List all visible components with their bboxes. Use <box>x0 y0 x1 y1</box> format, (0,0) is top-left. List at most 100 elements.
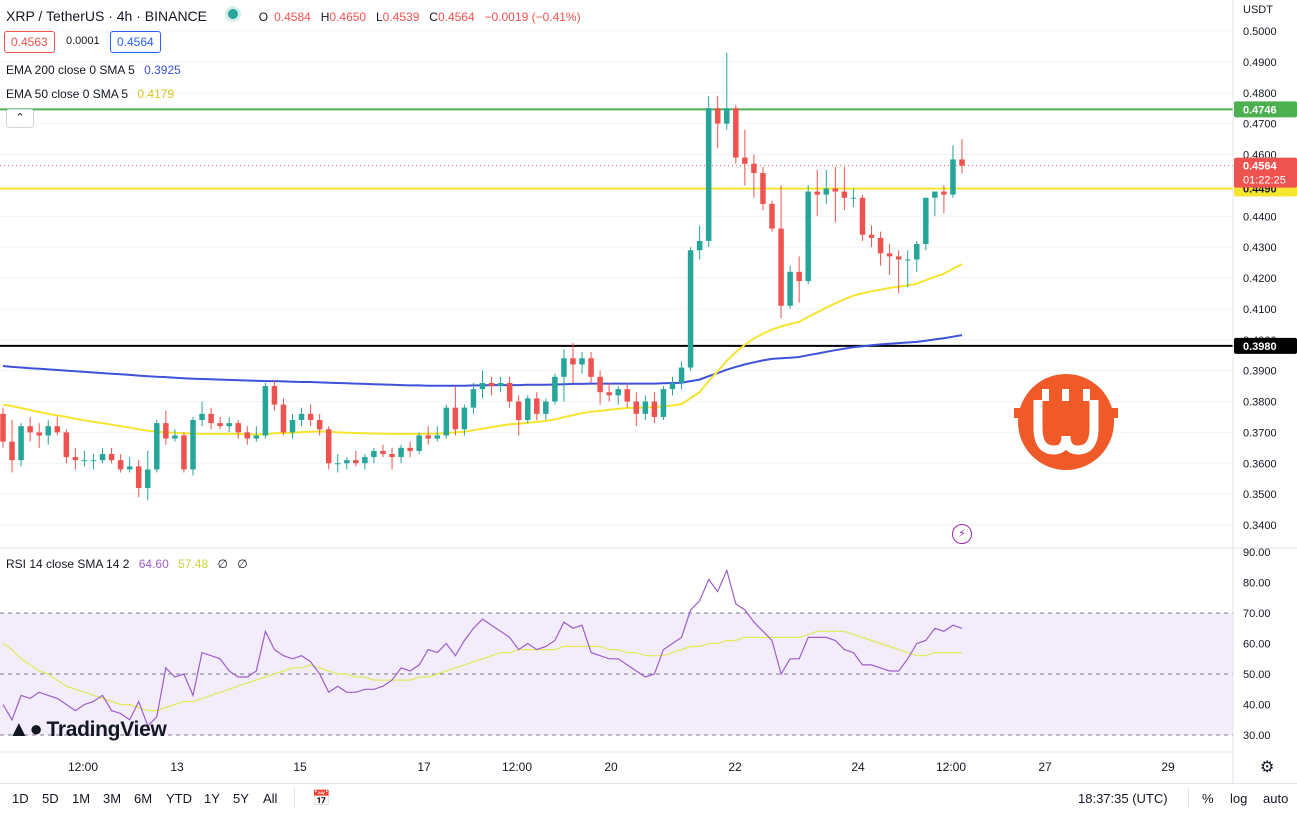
candle-body <box>959 159 965 166</box>
candle-body <box>398 447 404 458</box>
candle-body <box>561 358 567 377</box>
candle-body <box>696 240 703 251</box>
candle <box>461 404 468 436</box>
candle <box>823 169 830 204</box>
market-status-dot[interactable] <box>224 6 241 22</box>
range-5d-button[interactable]: 5D <box>42 791 59 806</box>
price-tick-label: 0.3400 <box>1243 520 1277 532</box>
candle <box>271 379 278 411</box>
utc-clock[interactable]: 18:37:35 (UTC) <box>1078 791 1168 806</box>
range-1y-button[interactable]: 1Y <box>204 791 220 806</box>
low-label: L <box>375 10 383 24</box>
rsi-extra-1: ∅ <box>217 557 228 571</box>
log-toggle[interactable]: log <box>1230 791 1248 806</box>
lightning-icon[interactable]: ⚡ <box>952 524 972 544</box>
candle-body <box>850 197 857 199</box>
ema200-legend[interactable]: EMA 200 close 0 SMA 5 0.3925 <box>6 63 187 77</box>
candle <box>452 386 459 436</box>
symbol-title[interactable]: XRP / TetherUS · 4h · BINANCE <box>6 8 207 24</box>
range-1d-button[interactable]: 1D <box>12 791 29 806</box>
candle <box>190 416 196 476</box>
time-tick-label: 15 <box>293 760 307 774</box>
range-6m-button[interactable]: 6M <box>134 791 153 806</box>
rsi-tick-label: 60.00 <box>1243 639 1271 651</box>
candle <box>787 265 793 309</box>
candle <box>904 250 911 288</box>
collapse-legend-button[interactable]: ⌃ <box>6 109 34 128</box>
time-tick-label: 17 <box>417 760 431 774</box>
candle-body <box>841 191 848 198</box>
candle-body <box>208 413 214 424</box>
candle-body <box>416 435 422 451</box>
candle-body <box>117 460 124 470</box>
rsi-pane <box>0 612 1233 736</box>
candle-body <box>923 197 929 245</box>
candle <box>90 453 97 470</box>
buy-price-box[interactable]: 0.4564 <box>110 31 161 53</box>
chart-canvas[interactable]: 0.50000.49000.48000.47000.46000.45000.44… <box>0 0 1297 783</box>
candle <box>705 95 712 248</box>
candle <box>362 453 368 470</box>
candle-body <box>135 466 142 488</box>
bottom-toolbar: 1D 5D 1M 3M 6M YTD 1Y 5Y All 📅 18:37:35 … <box>0 783 1297 814</box>
candle-body <box>552 376 558 402</box>
candle <box>289 413 296 439</box>
range-all-button[interactable]: All <box>263 791 278 806</box>
rsi-legend[interactable]: RSI 14 close SMA 14 2 64.60 57.48 ∅ ∅ <box>6 557 254 571</box>
time-tick-label: 27 <box>1038 760 1052 774</box>
ema50-legend[interactable]: EMA 50 close 0 SMA 5 0.4179 <box>6 87 180 101</box>
price-grid <box>0 30 1233 526</box>
candle <box>506 376 513 408</box>
candle <box>0 407 6 448</box>
candle-body <box>45 426 51 436</box>
candle-body <box>796 271 802 282</box>
candle-body <box>280 404 287 433</box>
range-1m-button[interactable]: 1M <box>72 791 91 806</box>
range-3m-button[interactable]: 3M <box>103 791 122 806</box>
candle <box>298 407 305 427</box>
range-ytd-button[interactable]: YTD <box>166 791 192 806</box>
rsi-sma-line <box>2 630 962 712</box>
range-5y-button[interactable]: 5Y <box>233 791 249 806</box>
candle-body <box>262 386 269 436</box>
candle <box>54 416 61 436</box>
candle <box>733 105 739 164</box>
candle-body <box>90 460 97 462</box>
price-axis: 0.50000.49000.48000.47000.46000.45000.44… <box>1243 4 1277 532</box>
candle-body <box>163 423 169 439</box>
brand-name: TradingView <box>46 718 167 741</box>
go-to-date-icon[interactable]: 📅 <box>312 790 331 807</box>
candle <box>244 426 251 445</box>
candle-body <box>461 407 468 430</box>
candle <box>117 453 124 473</box>
candle <box>959 139 965 174</box>
gear-icon[interactable]: ⚙ <box>1260 759 1275 776</box>
candle <box>199 401 205 427</box>
percent-toggle[interactable]: % <box>1202 791 1214 806</box>
candle <box>859 194 866 241</box>
tradingview-brand[interactable]: ▲● TradingView <box>8 716 167 742</box>
candle <box>63 429 70 464</box>
candle-body <box>253 435 260 439</box>
rsi-tick-label: 90.00 <box>1243 547 1271 559</box>
open-label: O <box>258 10 269 24</box>
candle <box>714 95 721 149</box>
candle <box>724 52 730 130</box>
price-tick-label: 0.3500 <box>1243 489 1277 501</box>
sell-price-box[interactable]: 0.4563 <box>4 31 55 53</box>
auto-toggle[interactable]: auto <box>1263 791 1289 806</box>
candle-body <box>298 413 305 421</box>
candle <box>398 444 404 464</box>
green-line-price-label: 0.4746 <box>1243 104 1277 116</box>
price-tick-label: 0.4200 <box>1243 273 1277 285</box>
candle-body <box>371 450 377 458</box>
candle-body <box>18 426 24 461</box>
candle <box>895 250 902 294</box>
candle-body <box>859 197 866 235</box>
candle-body <box>36 432 42 436</box>
rsi-tick-label: 70.00 <box>1243 608 1271 620</box>
rsi-tick-label: 30.00 <box>1243 730 1271 742</box>
candle <box>81 450 88 467</box>
chart-header: XRP / TetherUS · 4h · BINANCE O 0.4584 H0… <box>6 6 587 24</box>
